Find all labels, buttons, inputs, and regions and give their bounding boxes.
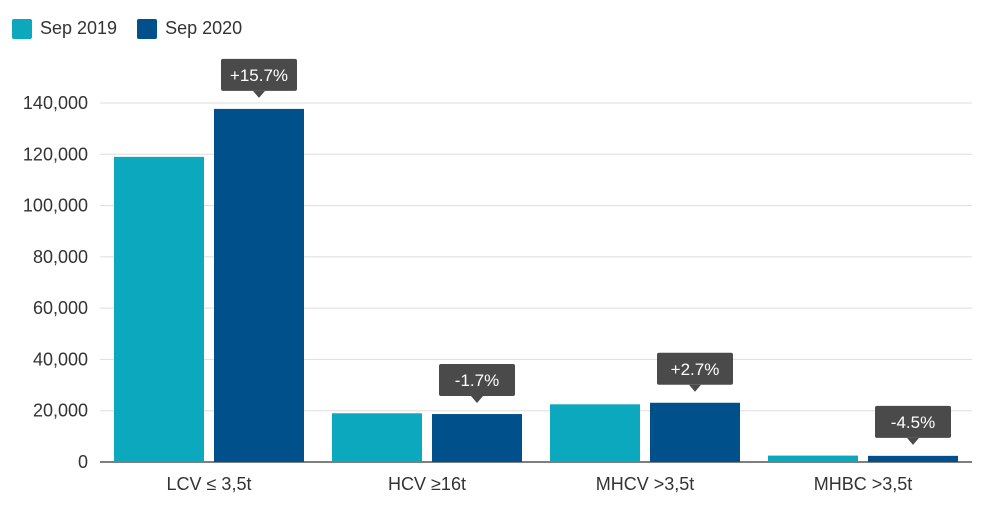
change-annotation: -4.5% (875, 405, 951, 445)
change-annotation: +15.7% (221, 58, 297, 98)
y-tick-label: 0 (78, 452, 88, 472)
annotation-bubble (657, 352, 733, 385)
bars (114, 108, 958, 462)
legend-swatch-sep-2019 (12, 18, 32, 39)
legend-label-sep-2020: Sep 2020 (165, 18, 243, 38)
x-tick-label: MHBC >3,5t (814, 474, 913, 494)
annotation-label: +15.7% (230, 66, 288, 85)
annotation-bubble (439, 364, 515, 397)
bar-sep-2020 (432, 414, 522, 462)
y-tick-label: 120,000 (23, 144, 88, 164)
bar-sep-2019 (332, 413, 422, 462)
change-annotation: +2.7% (657, 352, 733, 392)
change-annotation: -1.7% (439, 364, 515, 404)
bar-sep-2020 (650, 402, 740, 462)
change-annotations: +15.7% -1.7% +2.7% -4.5% (221, 58, 951, 445)
annotation-pointer (907, 437, 919, 445)
x-tick-label: HCV ≥16t (388, 474, 466, 494)
annotation-pointer (253, 90, 265, 98)
legend-swatch-sep-2020 (137, 18, 158, 39)
annotation-label: -4.5% (891, 413, 935, 432)
legend-item-sep-2019: Sep 2019 (12, 18, 117, 39)
y-tick-label: 60,000 (33, 298, 88, 318)
x-tick-label: LCV ≤ 3,5t (167, 474, 252, 494)
bar-sep-2019 (768, 455, 858, 462)
bar-sep-2020 (214, 108, 304, 462)
y-tick-label: 40,000 (33, 349, 88, 369)
bar-sep-2019 (114, 156, 204, 462)
annotation-pointer (471, 396, 483, 404)
y-tick-label: 140,000 (23, 93, 88, 113)
annotation-bubble (875, 405, 951, 438)
legend-label-sep-2019: Sep 2019 (40, 18, 118, 38)
bar-sep-2020 (868, 455, 958, 462)
annotation-bubble (221, 58, 297, 91)
y-tick-label: 80,000 (33, 247, 88, 267)
y-tick-label: 100,000 (23, 196, 88, 216)
annotation-label: -1.7% (455, 371, 499, 390)
bar-sep-2019 (550, 404, 640, 462)
annotation-label: +2.7% (671, 360, 720, 379)
x-tick-label: MHCV >3,5t (596, 474, 695, 494)
y-axis-ticks: 0 20,000 40,000 60,000 80,000 100,000 120,000 1… (23, 93, 88, 472)
y-tick-label: 20,000 (33, 401, 88, 421)
x-axis-ticks: LCV ≤ 3,5t HCV ≥16t MHCV >3,5t MHBC >3,5t (167, 474, 913, 494)
annotation-pointer (689, 384, 701, 392)
legend-item-sep-2020: Sep 2020 (137, 18, 242, 39)
legend: Sep 2019 Sep 2020 (12, 18, 242, 39)
